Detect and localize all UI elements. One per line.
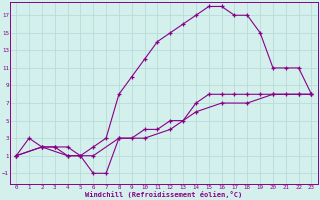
- X-axis label: Windchill (Refroidissement éolien,°C): Windchill (Refroidissement éolien,°C): [85, 191, 243, 198]
